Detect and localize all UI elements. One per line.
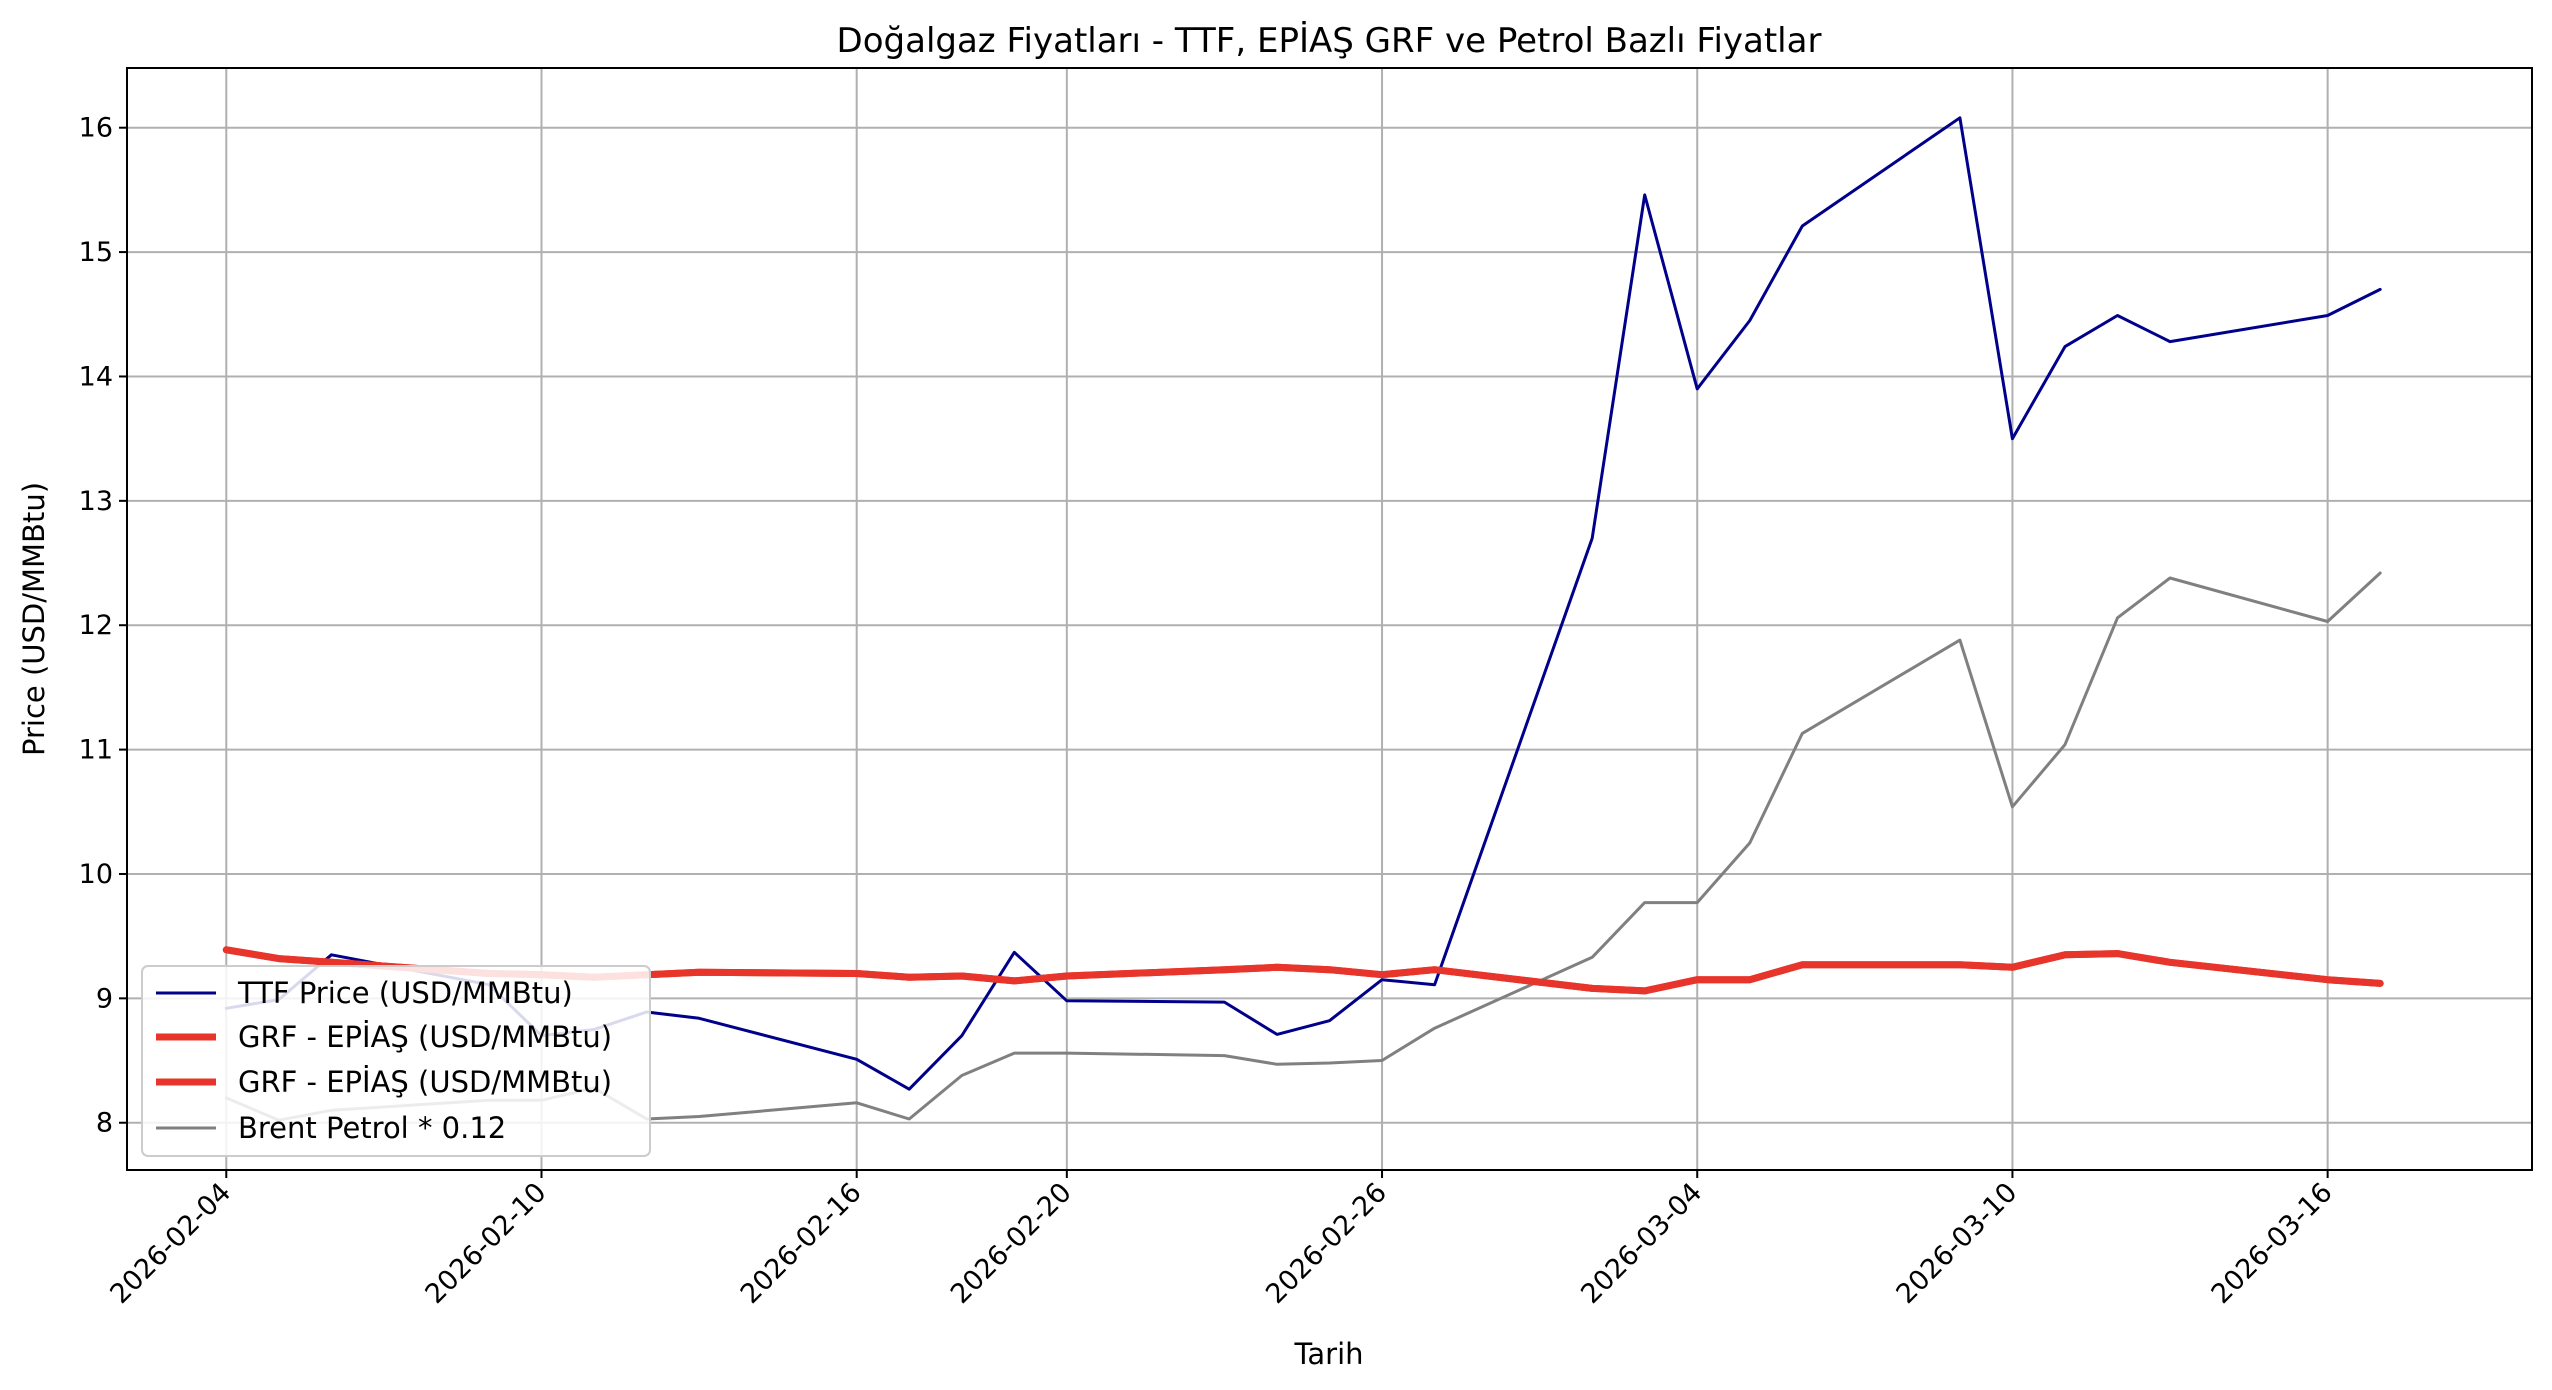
y-tick-label: 16 bbox=[79, 113, 113, 144]
y-tick-label: 10 bbox=[79, 859, 113, 890]
legend-label-brent: Brent Petrol * 0.12 bbox=[238, 1111, 506, 1145]
plot-area-frame bbox=[126, 67, 2533, 1171]
y-tick-label: 9 bbox=[96, 983, 113, 1014]
y-axis-label: Price (USD/MMBtu) bbox=[17, 482, 51, 756]
legend-label-grf-2: GRF - EPİAŞ (USD/MMBtu) bbox=[238, 1065, 612, 1099]
y-tick-label: 11 bbox=[79, 735, 113, 766]
legend-label-grf-1: GRF - EPİAŞ (USD/MMBtu) bbox=[238, 1020, 612, 1054]
chart-title: Doğalgaz Fiyatları - TTF, EPİAŞ GRF ve P… bbox=[837, 21, 1822, 61]
y-tick-label: 12 bbox=[79, 610, 113, 641]
y-tick-label: 13 bbox=[79, 486, 113, 517]
legend: TTF Price (USD/MMBtu) GRF - EPİAŞ (USD/M… bbox=[141, 965, 651, 1157]
x-axis-label: Tarih bbox=[1293, 1337, 1363, 1371]
legend-box bbox=[141, 965, 651, 1157]
y-axis-ticks: 8 9 10 11 12 13 14 15 16 bbox=[79, 113, 127, 1139]
grid-lines bbox=[127, 68, 2532, 1170]
y-tick-label: 14 bbox=[79, 361, 113, 392]
y-tick-label: 8 bbox=[96, 1108, 113, 1139]
legend-label-ttf: TTF Price (USD/MMBtu) bbox=[237, 976, 573, 1010]
y-tick-label: 15 bbox=[79, 237, 113, 268]
